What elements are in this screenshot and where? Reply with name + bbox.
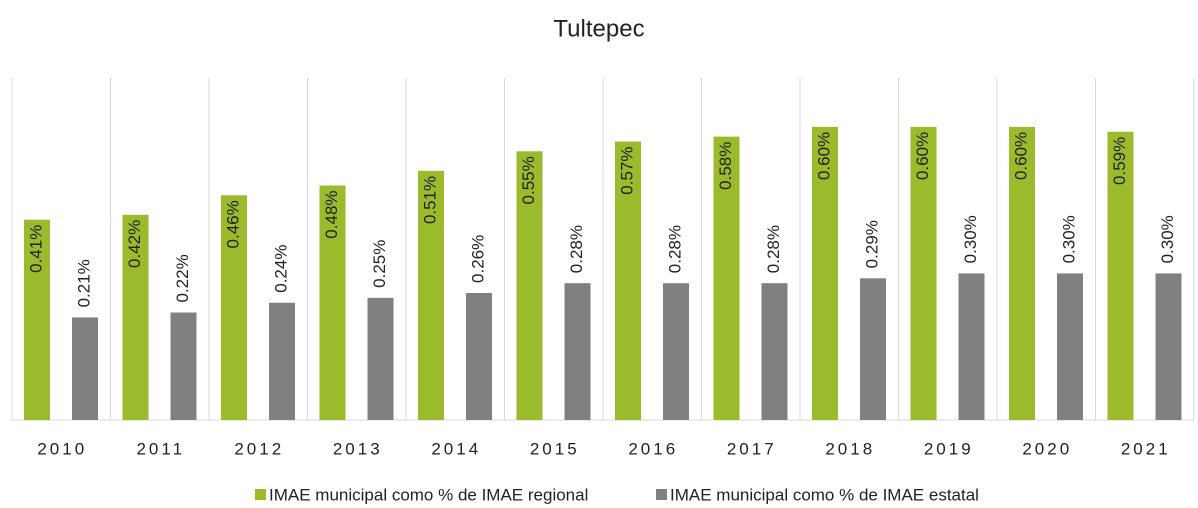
bar — [319, 185, 346, 420]
x-tick-label: 2013 — [333, 439, 383, 458]
x-tick-label: 2020 — [1022, 439, 1072, 458]
data-label: 0.28% — [764, 225, 783, 273]
legend-swatch — [255, 489, 266, 500]
x-tick-label: 2018 — [825, 439, 875, 458]
bar — [72, 317, 98, 420]
bar — [1009, 126, 1035, 420]
data-label: 0.29% — [862, 220, 881, 268]
bar — [713, 136, 740, 420]
data-label: 0.60% — [1011, 132, 1030, 180]
bar — [761, 283, 788, 420]
data-label: 0.58% — [716, 142, 735, 190]
data-label: 0.28% — [567, 225, 586, 273]
chart-title: Tultepec — [553, 15, 644, 42]
data-label: 0.46% — [223, 200, 242, 248]
bar — [812, 126, 838, 420]
data-label: 0.25% — [370, 240, 389, 288]
bar — [958, 273, 985, 420]
bar — [1057, 273, 1083, 420]
x-tick-label: 2016 — [628, 439, 678, 458]
data-label: 0.28% — [665, 225, 684, 273]
data-label: 0.30% — [1158, 215, 1177, 263]
data-label: 0.60% — [814, 132, 833, 180]
x-tick-label: 2014 — [431, 439, 481, 458]
x-tick-label: 2019 — [924, 439, 974, 458]
bar — [466, 292, 492, 420]
data-label: 0.51% — [420, 176, 439, 224]
data-label: 0.24% — [271, 245, 290, 293]
legend-swatch — [656, 489, 667, 500]
bar — [516, 151, 543, 421]
x-tick-label: 2021 — [1121, 439, 1171, 458]
x-tick-label: 2012 — [234, 439, 284, 458]
x-tick-label: 2010 — [37, 439, 87, 458]
data-label: 0.30% — [961, 215, 980, 263]
bar — [122, 214, 149, 420]
bar — [910, 126, 937, 420]
bar — [24, 219, 50, 420]
bar — [221, 195, 247, 420]
bar — [564, 283, 591, 420]
data-label: 0.60% — [913, 132, 932, 180]
bar — [1155, 273, 1182, 420]
x-tick-label: 2015 — [530, 439, 580, 458]
bar — [663, 283, 689, 420]
data-label: 0.21% — [74, 259, 93, 307]
x-tick-label: 2011 — [136, 439, 185, 458]
x-tick-label: 2017 — [727, 439, 777, 458]
legend-label: IMAE municipal como % de IMAE estatal — [670, 485, 979, 504]
data-label: 0.55% — [519, 156, 538, 204]
data-label: 0.26% — [468, 235, 487, 283]
bar — [1107, 131, 1134, 420]
bar — [860, 278, 886, 420]
bar — [170, 312, 197, 420]
data-label: 0.42% — [125, 220, 144, 268]
data-label: 0.30% — [1059, 215, 1078, 263]
bar — [367, 297, 394, 420]
data-label: 0.41% — [26, 225, 45, 273]
data-label: 0.22% — [173, 254, 192, 302]
bar — [418, 170, 444, 420]
data-label: 0.59% — [1110, 137, 1129, 185]
bar — [269, 302, 295, 420]
data-label: 0.57% — [617, 147, 636, 195]
legend-label: IMAE municipal como % de IMAE regional — [269, 485, 588, 504]
bar — [615, 141, 641, 420]
data-label: 0.48% — [322, 190, 341, 238]
